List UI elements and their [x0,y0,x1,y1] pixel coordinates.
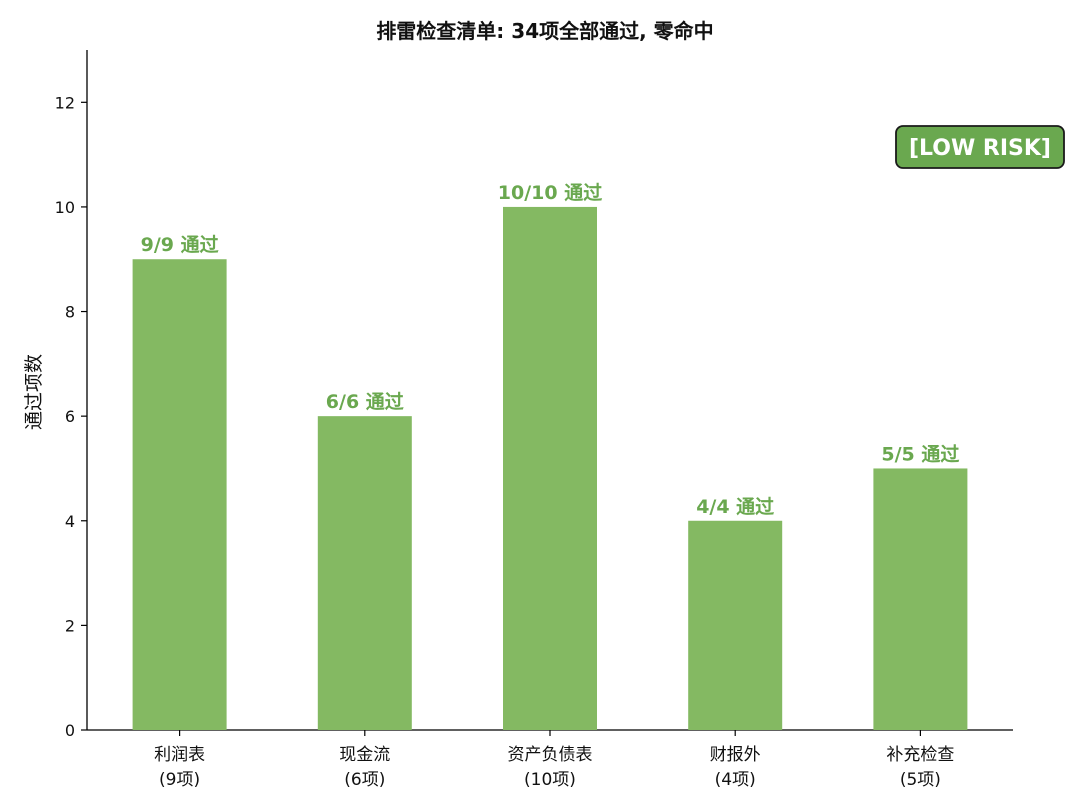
bar [873,468,968,730]
badge-label: [LOW RISK] [909,136,1051,161]
data-label: 6/6 通过 [326,391,404,413]
badge-box [895,125,1065,169]
y-tick-label: 4 [65,512,75,531]
x-tick-label: 补充检查 [886,745,954,765]
x-tick-label: 利润表 [154,745,205,765]
y-tick-label: 12 [55,93,75,112]
y-tick-label: 2 [65,616,75,635]
bar [317,416,412,730]
x-tick-sublabel: (5项) [900,770,941,790]
data-label: 5/5 通过 [881,443,959,465]
y-tick-label: 6 [65,407,75,426]
y-axis-label: 通过项数 [23,354,45,430]
x-tick-sublabel: (6项) [344,770,385,790]
data-label: 4/4 通过 [696,496,774,518]
chart-title: 排雷检查清单: 34项全部通过, 零命中 [376,19,713,43]
axes: 0 2 4 6 8 10 12 [55,50,1013,740]
data-label: 10/10 通过 [498,182,602,204]
x-tick-label: 财报外 [710,745,761,765]
x-tick-sublabel: (10项) [524,770,576,790]
risk-badge: [LOW RISK] [895,125,1065,169]
bar [688,520,783,730]
data-label: 9/9 通过 [141,234,219,256]
bars-group [132,206,968,730]
bar [132,259,227,730]
bar [503,206,597,730]
x-tick-sublabel: (4项) [715,770,756,790]
x-tick-label: 资产负债表 [508,745,593,765]
y-tick-label: 8 [65,303,75,322]
x-tick-sublabel: (9项) [159,770,200,790]
x-tick-label: 现金流 [339,745,390,765]
y-tick-label: 0 [65,721,75,740]
y-tick-label: 10 [55,198,75,217]
